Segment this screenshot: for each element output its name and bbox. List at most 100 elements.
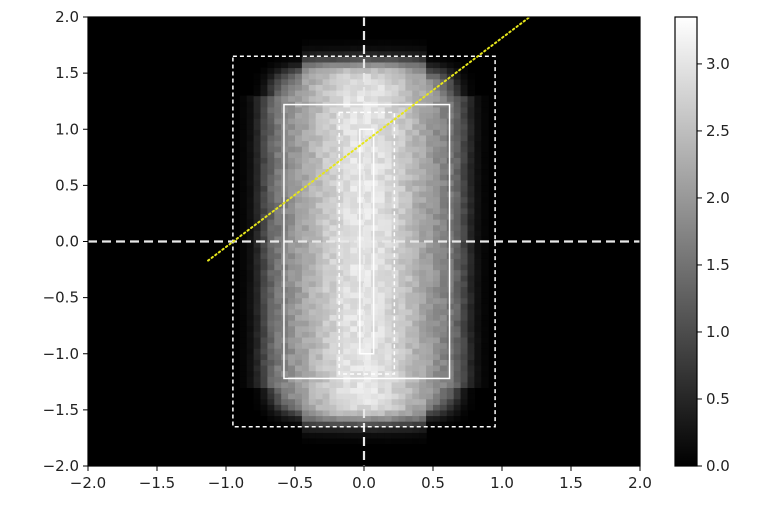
heatmap-cell — [295, 404, 303, 411]
heatmap-cell — [364, 292, 372, 299]
heatmap-cell — [329, 118, 337, 125]
heatmap-cell — [315, 140, 324, 147]
heatmap-cell — [350, 45, 358, 52]
heatmap-cell — [446, 146, 455, 153]
heatmap-cell — [308, 314, 317, 321]
heatmap-cell — [460, 219, 469, 226]
heatmap-cell — [419, 151, 427, 158]
heatmap-cell — [315, 185, 324, 192]
heatmap-cell — [433, 269, 441, 276]
heatmap-cell — [419, 112, 427, 119]
heatmap-cell — [398, 404, 406, 411]
heatmap-cell — [364, 45, 372, 52]
heatmap-cell — [453, 95, 462, 102]
heatmap-cell — [253, 196, 262, 203]
heatmap-cell — [336, 263, 344, 271]
heatmap-cell — [260, 398, 268, 405]
heatmap-cell — [474, 247, 482, 254]
heatmap-cell — [246, 179, 255, 186]
heatmap-cell — [350, 213, 358, 220]
heatmap-cell — [357, 56, 365, 63]
heatmap-cell — [267, 292, 275, 299]
heatmap-cell — [439, 112, 448, 119]
heatmap-cell — [405, 252, 413, 259]
heatmap-cell — [246, 202, 255, 209]
heatmap-cell — [308, 89, 317, 97]
heatmap-cell — [260, 252, 268, 259]
heatmap-cell — [315, 292, 324, 299]
heatmap-cell — [433, 95, 441, 102]
heatmap-cell — [439, 292, 448, 299]
heatmap-cell — [322, 364, 331, 372]
heatmap-cell — [357, 123, 365, 130]
heatmap-cell — [364, 157, 372, 164]
heatmap-cell — [301, 73, 310, 80]
heatmap-cell — [419, 325, 427, 332]
heatmap-cell — [315, 426, 324, 433]
heatmap-cell — [308, 364, 317, 372]
heatmap-cell — [460, 134, 469, 142]
heatmap-cell — [405, 275, 413, 282]
heatmap-cell — [364, 303, 372, 310]
heatmap-cell — [308, 263, 317, 271]
heatmap-cell — [357, 106, 365, 114]
heatmap-cell — [426, 219, 434, 226]
heatmap-cell — [405, 84, 413, 91]
heatmap-cell — [274, 364, 282, 372]
heatmap-cell — [439, 269, 448, 276]
heatmap-cell — [329, 190, 337, 198]
heatmap-cell — [419, 78, 427, 85]
heatmap-cell — [405, 426, 413, 433]
heatmap-cell — [370, 314, 379, 321]
heatmap-cell — [239, 168, 248, 175]
heatmap-cell — [474, 168, 482, 175]
heatmap-cell — [350, 398, 358, 405]
heatmap-cell — [281, 241, 289, 248]
heatmap-cell — [364, 308, 372, 316]
heatmap-cell — [391, 275, 400, 282]
heatmap-cell — [315, 73, 324, 80]
heatmap-cell — [439, 404, 448, 411]
heatmap-cell — [405, 45, 413, 52]
heatmap-cell — [322, 348, 331, 355]
heatmap-cell — [301, 280, 310, 287]
heatmap-cell — [267, 280, 275, 287]
heatmap-cell — [288, 207, 296, 215]
heatmap-cell — [308, 342, 317, 349]
heatmap-cell — [315, 123, 324, 130]
heatmap-cell — [377, 140, 386, 147]
heatmap-cell — [274, 196, 282, 203]
heatmap-cell — [260, 185, 268, 192]
heatmap-cell — [391, 196, 400, 203]
heatmap-cell — [281, 297, 289, 304]
heatmap-cell — [377, 151, 386, 158]
heatmap-cell — [274, 348, 282, 355]
heatmap-cell — [336, 297, 344, 304]
heatmap-cell — [267, 190, 275, 198]
heatmap-cell — [301, 415, 310, 422]
y-tick-label: 0.5 — [55, 176, 79, 194]
heatmap-cell — [239, 146, 248, 153]
heatmap-cell — [343, 404, 351, 411]
heatmap-cell — [274, 421, 282, 428]
heatmap-cell — [336, 286, 344, 293]
heatmap-cell — [281, 308, 289, 316]
heatmap-cell — [281, 359, 289, 366]
heatmap-cell — [260, 106, 268, 114]
heatmap-cell — [370, 292, 379, 299]
heatmap-cell — [426, 241, 434, 248]
heatmap-cell — [336, 308, 344, 316]
heatmap-cell — [329, 263, 337, 271]
heatmap-cell — [322, 39, 331, 46]
heatmap-cell — [260, 190, 268, 198]
heatmap-cell — [426, 348, 434, 355]
heatmap-cell — [370, 359, 379, 366]
colorbar-tick-label: 0.0 — [706, 457, 730, 475]
heatmap-cell — [398, 308, 406, 316]
heatmap-cell — [322, 123, 331, 130]
heatmap-cell — [419, 235, 427, 243]
heatmap-cell — [295, 292, 303, 299]
heatmap-cell — [467, 230, 475, 237]
heatmap-cell — [419, 56, 427, 63]
heatmap-cell — [246, 95, 255, 102]
